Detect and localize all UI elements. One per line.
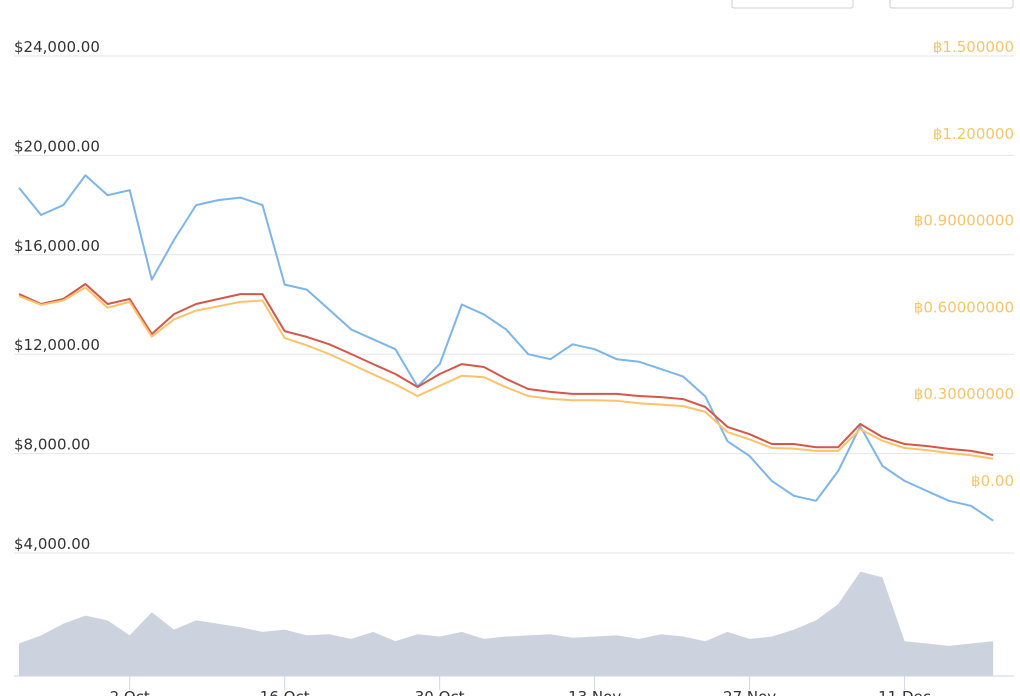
volume-panel (14, 571, 1014, 677)
y2-tick-label: ฿0.90000000 (914, 212, 1014, 230)
x-tick-label: 11 Dec (878, 688, 931, 696)
y2-tick-label: ฿1.200000 (933, 125, 1014, 143)
y-tick-label: $4,000.00 (14, 535, 90, 553)
x-tick-label: 13 Nov (568, 688, 621, 696)
grid (14, 55, 1014, 554)
price-lines (18, 174, 994, 522)
y-tick-label: $16,000.00 (14, 237, 100, 255)
axis-labels: $24,000.00 $20,000.00 $16,000.00 $12,000.00… (14, 38, 1014, 696)
y-tick-label: $8,000.00 (14, 436, 90, 454)
x-tick-label: 16 Oct (260, 688, 310, 696)
x-tick-label: 30 Oct (415, 688, 465, 696)
y2-tick-label: ฿1.500000 (933, 38, 1014, 56)
y-tick-label: $20,000.00 (14, 137, 100, 155)
y2-tick-label: ฿0.00 (971, 472, 1014, 490)
range-button[interactable] (731, 0, 854, 9)
range-button[interactable] (889, 0, 1014, 9)
series-line (18, 174, 994, 522)
y2-tick-label: ฿0.60000000 (914, 298, 1014, 316)
x-tick-label: 2 Oct (110, 688, 150, 696)
y-tick-label: $24,000.00 (14, 38, 100, 56)
series-line (18, 283, 994, 456)
y-tick-label: $12,000.00 (14, 336, 100, 354)
x-tick-label: 27 Nov (723, 688, 776, 696)
series-line (18, 286, 994, 460)
volume-area (19, 571, 994, 676)
y2-tick-label: ฿0.30000000 (914, 385, 1014, 403)
